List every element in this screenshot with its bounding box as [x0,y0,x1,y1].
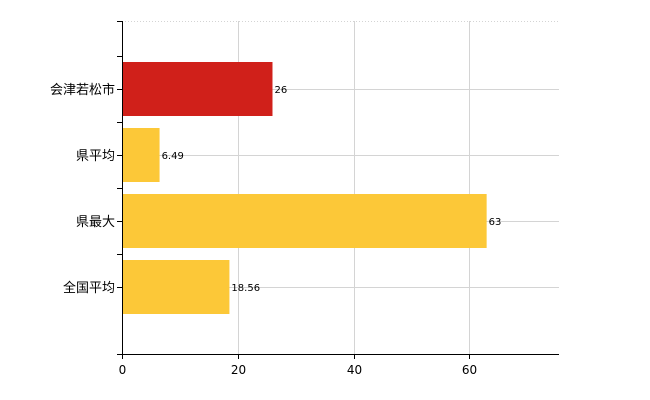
bar [122,194,487,248]
category-label: 全国平均 [63,280,115,296]
bar [122,128,160,182]
x-tick-label: 40 [347,363,362,377]
axes [117,21,559,359]
x-tick-label: 20 [231,363,246,377]
data-label: 63 [489,217,502,228]
category-label: 県最大 [76,215,115,230]
bar [122,260,230,314]
data-label: 6.49 [162,151,184,162]
category-label: 会津若松市 [50,82,115,98]
category-label: 県平均 [76,149,115,164]
bar [122,62,273,116]
data-label: 18.56 [231,283,260,294]
x-tick-label: 60 [462,363,477,377]
x-tick-label: 0 [119,363,127,377]
bars [122,62,487,314]
data-label: 26 [274,85,287,96]
